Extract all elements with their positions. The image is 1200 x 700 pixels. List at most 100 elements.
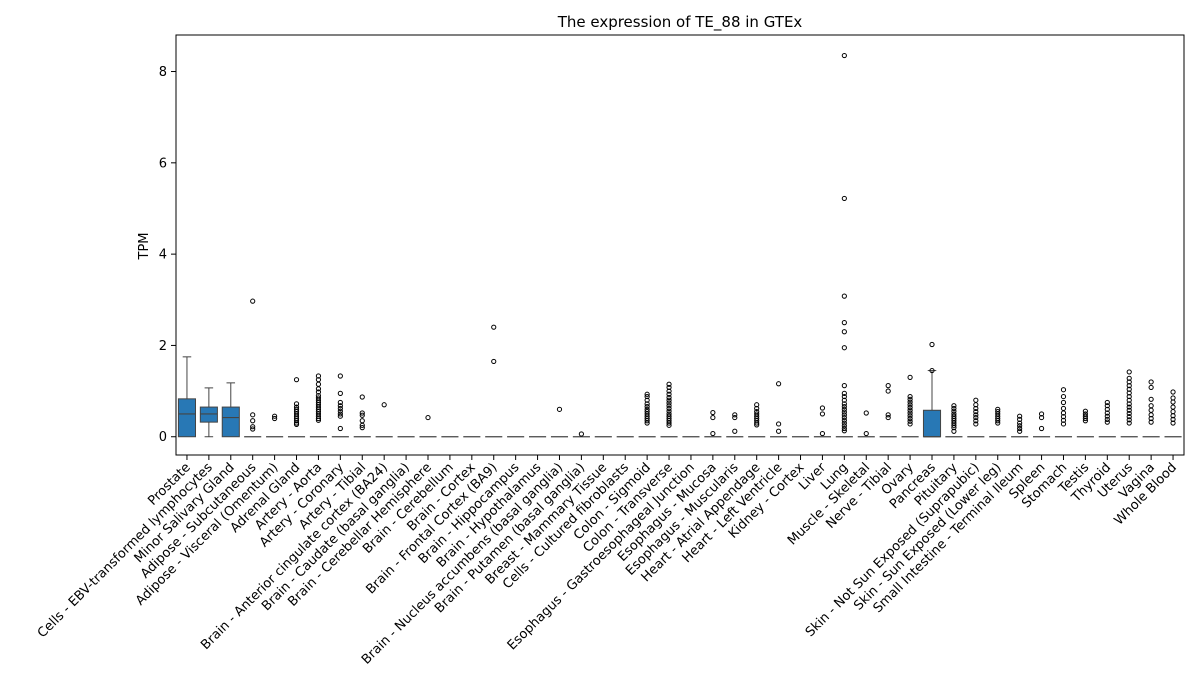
outlier-point — [666, 381, 672, 387]
outlier-point — [841, 397, 847, 403]
outlier-point — [1148, 407, 1154, 413]
outlier-point — [1104, 416, 1110, 422]
outlier-point — [666, 420, 672, 426]
outlier-point — [1170, 409, 1176, 415]
outlier-point — [1126, 417, 1132, 423]
outlier-point — [907, 404, 913, 411]
outlier-point — [315, 417, 322, 423]
outlier-point — [710, 430, 716, 437]
outlier-point — [1017, 416, 1023, 422]
outlier-point — [1017, 425, 1023, 432]
outlier-point — [819, 405, 826, 411]
outlier-point — [1060, 410, 1067, 416]
outlier-point — [841, 412, 847, 418]
outlier-point — [951, 425, 957, 431]
outlier-point — [1017, 428, 1023, 434]
outlier-point — [1148, 403, 1154, 409]
outlier-point — [1170, 416, 1176, 422]
outlier-point — [1060, 399, 1067, 406]
outlier-point — [491, 324, 497, 330]
outlier-point — [1148, 396, 1154, 402]
outlier-point — [666, 388, 672, 394]
outlier-point — [841, 404, 847, 410]
outlier-point — [315, 373, 322, 379]
outlier-point — [1126, 390, 1132, 396]
outlier-point — [359, 412, 365, 418]
outlier-point — [315, 415, 322, 422]
outlier-point — [1060, 417, 1067, 423]
outlier-point — [644, 420, 650, 426]
outlier-point — [1017, 423, 1023, 429]
outlier-point — [1060, 414, 1067, 420]
outlier-point — [951, 408, 957, 414]
outlier-point — [776, 428, 782, 434]
y-axis-label: TPM — [137, 233, 152, 261]
outlier-point — [250, 426, 256, 432]
outlier-point — [250, 412, 256, 418]
outlier-point — [1170, 399, 1176, 405]
outlier-point — [359, 394, 365, 400]
outlier-point — [1038, 425, 1045, 432]
outlier-point — [1104, 403, 1110, 409]
outlier-point — [1126, 407, 1132, 413]
outlier-point — [1170, 404, 1176, 410]
outlier-point — [1060, 405, 1067, 412]
outlier-point — [359, 422, 365, 428]
outlier-point — [337, 399, 343, 406]
outlier-point — [1170, 389, 1176, 395]
outlier-point — [644, 393, 650, 400]
outlier-point — [337, 411, 343, 417]
outlier-point — [907, 415, 913, 422]
outlier-point — [973, 412, 979, 418]
outlier-point — [841, 414, 847, 421]
outlier-point — [863, 430, 869, 437]
outlier-point — [732, 428, 738, 434]
outlier-point — [995, 420, 1001, 426]
outlier-point — [250, 418, 256, 424]
y-tick-label: 6 — [159, 156, 167, 171]
outlier-point — [907, 407, 913, 413]
outlier-point — [1148, 379, 1154, 385]
outlier-point — [1148, 419, 1154, 425]
outlier-point — [841, 420, 847, 426]
outlier-point — [754, 422, 760, 428]
outlier-point — [1126, 410, 1132, 417]
outlier-point — [1082, 418, 1088, 424]
outlier-point — [293, 401, 300, 407]
outlier-point — [293, 421, 300, 428]
outlier-point — [359, 425, 365, 431]
y-tick-label: 2 — [159, 339, 167, 354]
outlier-point — [666, 397, 672, 403]
outlier-point — [710, 414, 716, 421]
outlier-point — [1060, 387, 1067, 393]
outlier-point — [973, 414, 979, 421]
outlier-point — [841, 428, 847, 434]
outlier-point — [1038, 411, 1045, 417]
outlier-point — [973, 418, 979, 424]
outlier-point — [1126, 386, 1132, 392]
outlier-point — [666, 405, 672, 412]
outlier-point — [841, 320, 847, 326]
outlier-point — [1060, 393, 1067, 400]
outlier-point — [1017, 420, 1023, 426]
outlier-point — [666, 408, 672, 414]
outlier-point — [1170, 420, 1176, 426]
outlier-point — [337, 425, 343, 432]
outlier-point — [973, 402, 979, 408]
outlier-point — [1104, 413, 1110, 419]
outlier-point — [907, 418, 913, 424]
outlier-point — [556, 406, 563, 412]
outlier-point — [644, 391, 650, 397]
outlier-point — [885, 383, 891, 389]
outlier-point — [907, 374, 913, 380]
outlier-point — [951, 405, 957, 412]
outlier-point — [337, 405, 343, 412]
outlier-point — [907, 410, 913, 416]
outlier-point — [666, 403, 672, 409]
outlier-point — [666, 422, 672, 428]
plot-frame — [175, 34, 1185, 456]
outlier-point — [841, 393, 847, 400]
outlier-point — [315, 386, 322, 392]
outlier-point — [315, 389, 322, 395]
